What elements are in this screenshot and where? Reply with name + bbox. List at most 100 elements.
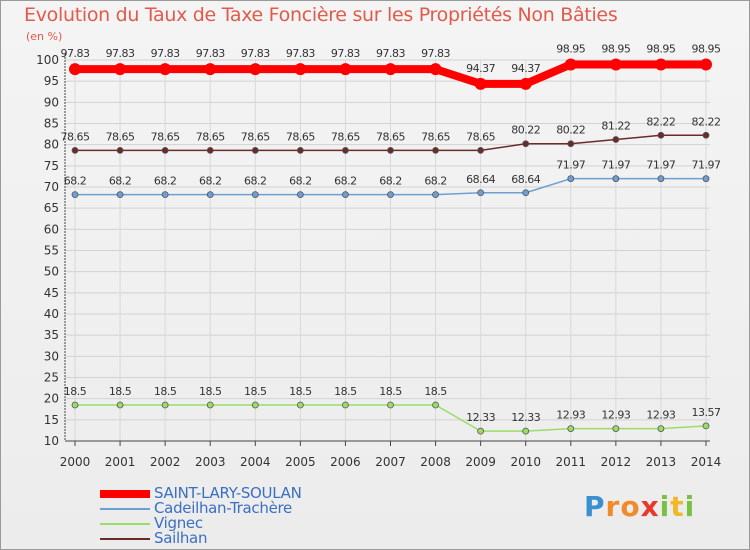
data-label-saint-lary-soulan-2013: 98.95 [646,42,675,55]
proxiti-logo: Proxiti [584,490,695,523]
data-label-cadeilhan-trach-re-2011: 71.97 [556,159,585,172]
data-label-saint-lary-soulan-2008: 97.83 [421,47,450,60]
data-label-cadeilhan-trach-re-2009: 68.64 [466,173,495,186]
x-tick-label-2010: 2010 [510,455,541,469]
data-label-vignec-2008: 18.5 [424,385,447,398]
data-label-vignec-2013: 12.93 [646,409,675,422]
data-point-saint-lary-soulan-2011 [564,58,577,71]
data-label-saint-lary-soulan-2003: 97.83 [196,47,225,60]
data-point-saint-lary-soulan-2002 [159,63,172,76]
data-label-saint-lary-soulan-2009: 94.37 [466,62,495,75]
y-tick-label-80: 80 [44,138,59,152]
data-point-saint-lary-soulan-2010 [519,77,532,90]
data-label-vignec-2007: 18.5 [379,385,402,398]
data-label-saint-lary-soulan-2011: 98.95 [556,42,585,55]
data-label-sailhan-2009: 78.65 [466,130,495,143]
line-chart: 10 15 20 25 30 35 40 45 50 55 60 65 70 75 80 85 90 95 100 2… [36,42,721,469]
legend-label-sailhan: Sailhan [154,529,208,547]
data-point-sailhan-2010 [522,140,530,148]
data-point-vignec-2000 [71,401,79,409]
legend-swatch-saint-lary-soulan [100,490,150,498]
data-point-saint-lary-soulan-2014 [700,58,712,71]
y-tick-label-30: 30 [44,349,59,363]
x-tick-label-2009: 2009 [465,455,496,469]
y-tick-label-50: 50 [44,265,59,279]
data-point-sailhan-2008 [432,146,439,154]
data-point-vignec-2004 [251,401,259,409]
x-tick-label-2012: 2012 [601,455,632,469]
data-label-sailhan-2002: 78.65 [151,130,180,143]
data-label-vignec-2004: 18.5 [244,385,267,398]
data-point-vignec-2010 [522,427,530,435]
data-point-cadeilhan-trach-re-2006 [342,191,349,199]
x-tick-label-2004: 2004 [240,455,271,469]
data-point-vignec-2006 [342,401,349,409]
data-point-vignec-2003 [206,401,214,409]
legend-swatch-vignec [100,523,150,525]
logo-letter: o [620,490,641,523]
x-tick-label-2013: 2013 [646,455,677,469]
data-point-sailhan-2007 [387,146,394,154]
x-tick-label-2011: 2011 [556,455,587,469]
data-label-sailhan-2012: 81.22 [601,120,630,133]
y-tick-label-35: 35 [44,328,59,342]
data-point-cadeilhan-trach-re-2008 [432,191,439,199]
x-tick-label-2006: 2006 [330,455,361,469]
data-point-cadeilhan-trach-re-2004 [251,191,259,199]
data-point-sailhan-2005 [296,146,304,154]
x-tick-label-2008: 2008 [420,455,451,469]
x-tick-label-2002: 2002 [150,455,181,469]
y-tick-label-55: 55 [44,244,59,258]
data-label-cadeilhan-trach-re-2013: 71.97 [646,159,675,172]
data-label-saint-lary-soulan-2006: 97.83 [331,47,360,60]
logo-letter: P [584,490,606,523]
logo-letter: x [640,490,660,523]
data-label-sailhan-2007: 78.65 [376,130,405,143]
data-label-cadeilhan-trach-re-2007: 68.2 [379,175,402,188]
data-label-sailhan-2008: 78.65 [421,130,450,143]
data-point-sailhan-2013 [657,131,665,139]
y-tick-label-45: 45 [44,286,59,300]
data-point-vignec-2013 [657,425,665,432]
data-label-saint-lary-soulan-2002: 97.83 [151,47,180,60]
data-label-vignec-2011: 12.93 [556,409,585,422]
y-axis-unit: (en %) [26,30,63,43]
data-label-cadeilhan-trach-re-2010: 68.64 [511,173,540,186]
y-tick-label-85: 85 [44,117,59,131]
data-point-cadeilhan-trach-re-2012 [612,175,620,183]
data-point-saint-lary-soulan-2003 [204,63,217,76]
y-tick-label-25: 25 [44,371,59,385]
data-point-cadeilhan-trach-re-2010 [522,189,530,197]
data-point-saint-lary-soulan-2005 [294,63,307,76]
data-label-vignec-2012: 12.93 [601,409,630,422]
data-label-cadeilhan-trach-re-2006: 68.2 [334,175,357,188]
data-point-sailhan-2002 [161,146,169,154]
data-label-cadeilhan-trach-re-2001: 68.2 [109,175,132,188]
data-point-vignec-2012 [612,425,620,432]
y-tick-label-75: 75 [44,159,59,173]
data-point-vignec-2007 [387,401,394,409]
data-label-vignec-2005: 18.5 [289,385,312,398]
data-point-sailhan-2001 [116,146,124,154]
data-label-saint-lary-soulan-2010: 94.37 [511,62,540,75]
data-label-saint-lary-soulan-2001: 97.83 [106,47,135,60]
data-label-cadeilhan-trach-re-2004: 68.2 [244,175,267,188]
data-label-sailhan-2003: 78.65 [196,130,225,143]
x-tick-label-2001: 2001 [105,455,136,469]
data-point-sailhan-2004 [251,146,259,154]
data-label-vignec-2000: 18.5 [64,385,87,398]
data-point-saint-lary-soulan-2013 [654,58,667,71]
data-label-saint-lary-soulan-2000: 97.83 [61,47,90,60]
data-point-cadeilhan-trach-re-2007 [387,191,394,199]
data-label-sailhan-2000: 78.65 [61,130,90,143]
data-point-vignec-2002 [161,401,169,409]
logo-letter: i [659,490,671,523]
data-point-saint-lary-soulan-2006 [339,63,352,76]
legend-swatch-cadeilhan-trachere [100,508,150,510]
x-tick-label-2003: 2003 [195,455,226,469]
chart-title: Evolution du Taux de Taxe Foncière sur l… [24,4,618,26]
data-point-vignec-2014 [702,422,710,430]
data-point-saint-lary-soulan-2001 [114,63,127,76]
data-point-cadeilhan-trach-re-2005 [296,191,304,199]
data-point-saint-lary-soulan-2000 [69,63,81,76]
